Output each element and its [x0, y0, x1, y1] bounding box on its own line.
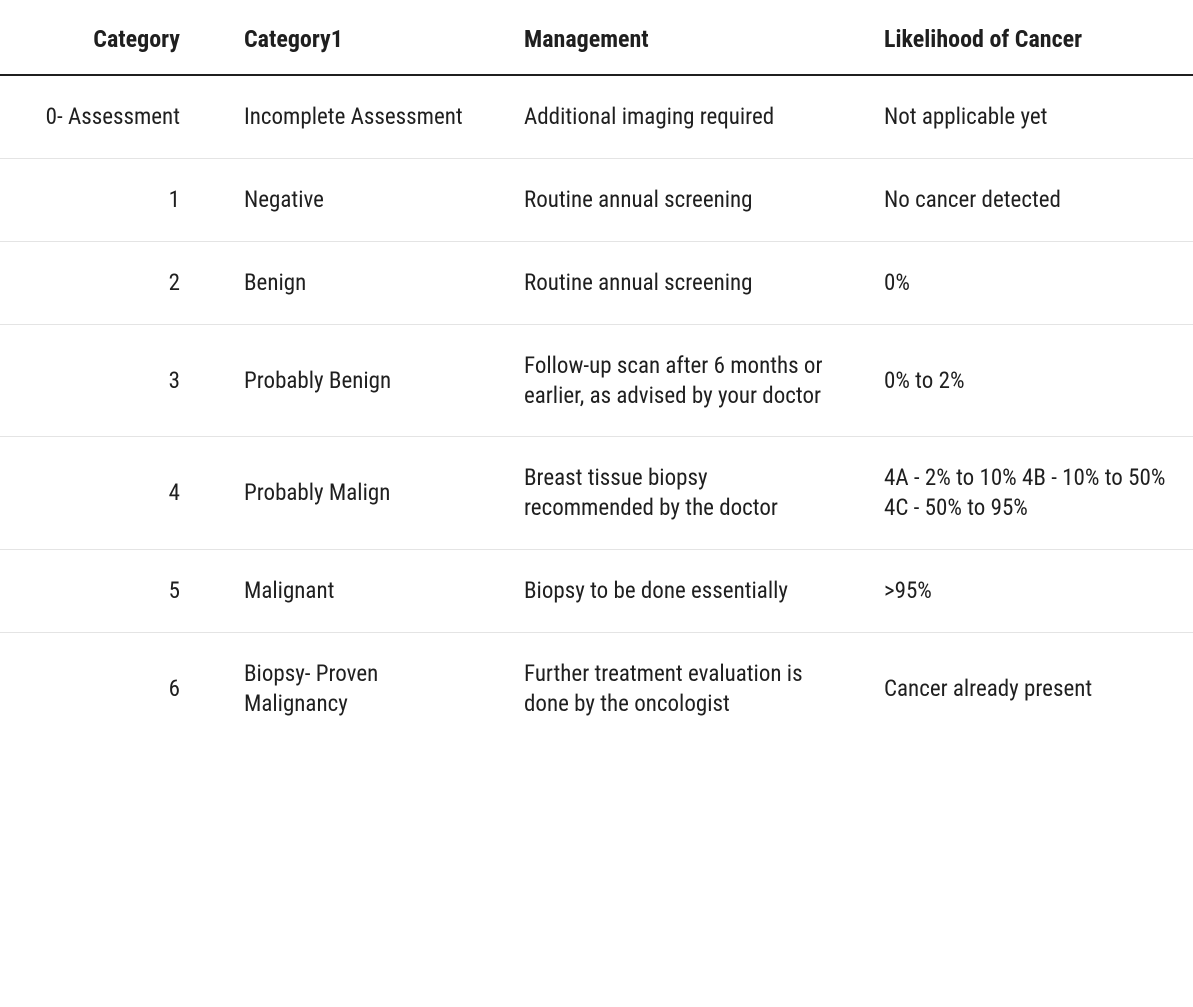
column-header-management: Management: [500, 0, 860, 75]
cell-likelihood: 4A - 2% to 10% 4B - 10% to 50% 4C - 50% …: [860, 437, 1193, 550]
cell-likelihood: Not applicable yet: [860, 75, 1193, 158]
table-row: 5 Malignant Biopsy to be done essentiall…: [0, 550, 1193, 633]
cell-management: Routine annual screening: [500, 241, 860, 324]
cell-category1: Incomplete Assessment: [220, 75, 500, 158]
cell-management: Routine annual screening: [500, 158, 860, 241]
cell-category: 3: [0, 324, 220, 437]
table-row: 1 Negative Routine annual screening No c…: [0, 158, 1193, 241]
cell-likelihood: 0% to 2%: [860, 324, 1193, 437]
column-header-likelihood: Likelihood of Cancer: [860, 0, 1193, 75]
column-header-category: Category: [0, 0, 220, 75]
cell-likelihood: >95%: [860, 550, 1193, 633]
table-row: 6 Biopsy- Proven Malignancy Further trea…: [0, 633, 1193, 745]
cell-management: Follow-up scan after 6 months or earlier…: [500, 324, 860, 437]
table-row: 0- Assessment Incomplete Assessment Addi…: [0, 75, 1193, 158]
cell-category: 6: [0, 633, 220, 745]
table-row: 3 Probably Benign Follow-up scan after 6…: [0, 324, 1193, 437]
cell-category: 2: [0, 241, 220, 324]
cell-category: 5: [0, 550, 220, 633]
cell-likelihood: No cancer detected: [860, 158, 1193, 241]
cell-category1: Negative: [220, 158, 500, 241]
table-body: 0- Assessment Incomplete Assessment Addi…: [0, 75, 1193, 745]
table-header-row: Category Category1 Management Likelihood…: [0, 0, 1193, 75]
cell-category1: Probably Benign: [220, 324, 500, 437]
table-row: 2 Benign Routine annual screening 0%: [0, 241, 1193, 324]
table-row: 4 Probably Malign Breast tissue biopsy r…: [0, 437, 1193, 550]
cell-management: Additional imaging required: [500, 75, 860, 158]
cell-likelihood: 0%: [860, 241, 1193, 324]
cell-likelihood: Cancer already present: [860, 633, 1193, 745]
cell-category: 0- Assessment: [0, 75, 220, 158]
cell-category1: Probably Malign: [220, 437, 500, 550]
cell-management: Further treatment evaluation is done by …: [500, 633, 860, 745]
cell-category: 4: [0, 437, 220, 550]
cell-management: Breast tissue biopsy recommended by the …: [500, 437, 860, 550]
table-header: Category Category1 Management Likelihood…: [0, 0, 1193, 75]
cell-category1: Benign: [220, 241, 500, 324]
cell-category: 1: [0, 158, 220, 241]
cell-category1: Malignant: [220, 550, 500, 633]
column-header-category1: Category1: [220, 0, 500, 75]
cell-category1: Biopsy- Proven Malignancy: [220, 633, 500, 745]
cell-management: Biopsy to be done essentially: [500, 550, 860, 633]
birads-table: Category Category1 Management Likelihood…: [0, 0, 1193, 745]
